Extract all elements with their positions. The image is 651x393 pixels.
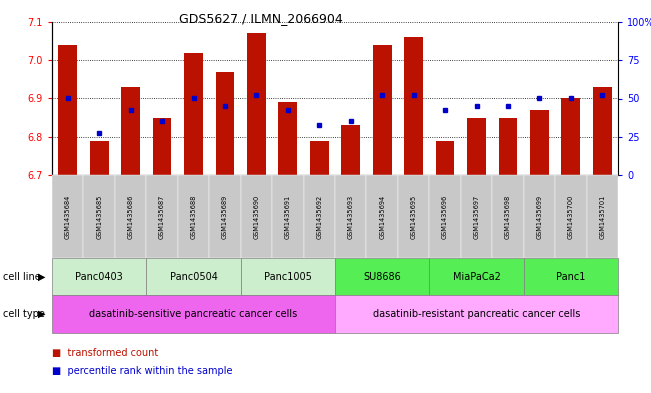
Text: GSM1435698: GSM1435698 (505, 195, 511, 239)
Bar (561, 99, 580, 175)
Text: GSM1435699: GSM1435699 (536, 195, 542, 239)
Text: Panc1: Panc1 (556, 272, 585, 281)
Bar (121, 87, 140, 175)
Text: Panc1005: Panc1005 (264, 272, 312, 281)
Bar (467, 118, 486, 175)
Text: Panc0403: Panc0403 (76, 272, 123, 281)
Text: GSM1435690: GSM1435690 (253, 195, 259, 239)
Bar (593, 87, 612, 175)
Text: cell type: cell type (3, 309, 45, 319)
Bar (373, 45, 392, 175)
Text: GSM1435684: GSM1435684 (64, 194, 71, 239)
Text: SU8686: SU8686 (363, 272, 401, 281)
Text: GSM1435686: GSM1435686 (128, 194, 133, 239)
Text: GSM1435688: GSM1435688 (191, 194, 197, 239)
Bar (152, 118, 171, 175)
Text: ▶: ▶ (38, 309, 46, 319)
Text: GSM1435696: GSM1435696 (442, 195, 448, 239)
Text: ▶: ▶ (38, 272, 46, 281)
Text: GSM1435693: GSM1435693 (348, 195, 353, 239)
Text: GSM1435697: GSM1435697 (473, 195, 480, 239)
Bar (59, 45, 77, 175)
Bar (530, 110, 549, 175)
Bar (404, 37, 423, 175)
Text: cell line: cell line (3, 272, 41, 281)
Text: GSM1435700: GSM1435700 (568, 194, 574, 239)
Text: GSM1435694: GSM1435694 (379, 195, 385, 239)
Text: GSM1435687: GSM1435687 (159, 194, 165, 239)
Text: GDS5627 / ILMN_2066904: GDS5627 / ILMN_2066904 (178, 12, 342, 25)
Bar (184, 53, 203, 175)
Bar (499, 118, 518, 175)
Text: Panc0504: Panc0504 (169, 272, 217, 281)
Text: GSM1435689: GSM1435689 (222, 195, 228, 239)
Text: GSM1435695: GSM1435695 (411, 195, 417, 239)
Text: GSM1435701: GSM1435701 (600, 195, 605, 239)
Text: ■  percentile rank within the sample: ■ percentile rank within the sample (52, 365, 232, 376)
Bar (215, 72, 234, 175)
Bar (341, 125, 360, 175)
Text: GSM1435691: GSM1435691 (285, 195, 291, 239)
Bar (310, 141, 329, 175)
Text: dasatinib-resistant pancreatic cancer cells: dasatinib-resistant pancreatic cancer ce… (373, 309, 580, 319)
Bar (436, 141, 454, 175)
Text: dasatinib-sensitive pancreatic cancer cells: dasatinib-sensitive pancreatic cancer ce… (89, 309, 298, 319)
Bar (90, 141, 109, 175)
Text: GSM1435685: GSM1435685 (96, 194, 102, 239)
Text: MiaPaCa2: MiaPaCa2 (452, 272, 501, 281)
Text: GSM1435692: GSM1435692 (316, 195, 322, 239)
Text: ■  transformed count: ■ transformed count (52, 348, 158, 358)
Bar (247, 33, 266, 175)
Bar (279, 102, 298, 175)
